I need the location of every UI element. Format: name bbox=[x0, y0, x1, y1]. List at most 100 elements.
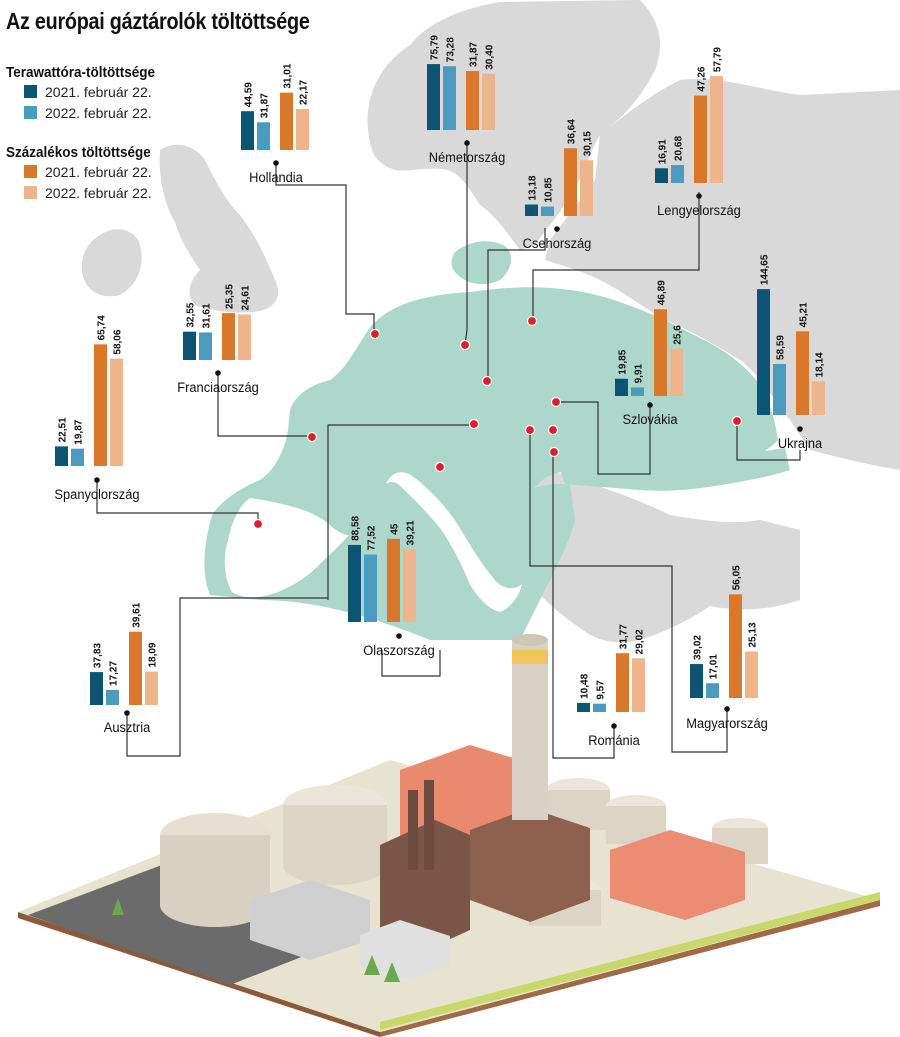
value-label-ukrajna-pct-2021: 45,21 bbox=[799, 302, 810, 327]
label-dot-magyarorszag bbox=[724, 706, 730, 712]
leader-line-szlovakia bbox=[557, 401, 651, 475]
label-dot-lengyelorszag bbox=[696, 193, 702, 199]
country-label-nemetorszag: Németország bbox=[429, 150, 506, 166]
legend-item-pct-2022: 2022. február 22. bbox=[24, 182, 167, 203]
value-label-lengyelorszag-twh-2022: 20,68 bbox=[674, 136, 685, 161]
bar-group-romania: 10,48 9,57 31,77 29,02 Románia bbox=[577, 624, 646, 748]
value-label-nemetorszag-twh-2022: 73,28 bbox=[446, 37, 457, 62]
bar-hollandia-twh-2021 bbox=[241, 111, 254, 150]
value-label-ausztria-pct-2022: 18,09 bbox=[148, 642, 159, 667]
marker-szlovakia bbox=[550, 396, 562, 408]
country-label-magyarorszag: Magyarország bbox=[686, 716, 768, 732]
bar-group-ausztria: 37,83 17,27 39,61 18,09 Ausztria bbox=[90, 602, 159, 735]
legend-pct-heading: Százalékos töltöttsége bbox=[6, 144, 151, 161]
bar-franciaorszag-pct-2021 bbox=[222, 313, 235, 360]
country-label-spanyolorszag: Spanyolország bbox=[54, 487, 139, 503]
bar-magyarorszag-twh-2021 bbox=[690, 664, 703, 698]
bar-romania-pct-2022 bbox=[632, 658, 645, 712]
bar-group-hollandia: 44,59 31,87 31,01 22,17 Hollandia bbox=[241, 63, 310, 185]
value-label-ausztria-twh-2022: 17,27 bbox=[109, 661, 120, 686]
country-label-olaszorszag: Olaszország bbox=[363, 643, 435, 659]
country-label-lengyelorszag: Lengyelország bbox=[657, 203, 741, 219]
bar-group-csehorszag: 13,18 10,85 36,64 30,15 Csehország bbox=[523, 119, 594, 251]
bar-lengyelorszag-pct-2021 bbox=[694, 95, 707, 183]
legend-swatch-pct-2021 bbox=[24, 165, 37, 178]
value-label-lengyelorszag-pct-2021: 47,26 bbox=[697, 66, 708, 91]
bar-olaszorszag-twh-2021 bbox=[348, 544, 361, 622]
bar-group-olaszorszag: 88,58 77,52 45 39,21 Olaszország bbox=[348, 515, 435, 658]
bar-lengyelorszag-twh-2022 bbox=[671, 165, 684, 183]
value-label-spanyolorszag-pct-2021: 65,74 bbox=[97, 315, 108, 340]
marker-ausztria bbox=[524, 424, 536, 436]
marker-franciaorszag bbox=[306, 431, 318, 443]
bar-ukrajna-pct-2021 bbox=[796, 331, 809, 415]
value-label-szlovakia-twh-2022: 9,91 bbox=[634, 363, 645, 383]
bar-romania-pct-2021 bbox=[616, 653, 629, 712]
bar-group-magyarorszag: 39,02 17,01 56,05 25,13 Magyarország bbox=[686, 565, 768, 731]
value-label-ukrajna-twh-2022: 58,59 bbox=[776, 335, 787, 360]
bar-romania-twh-2021 bbox=[577, 702, 590, 712]
value-label-szlovakia-pct-2021: 46,89 bbox=[657, 280, 668, 305]
country-label-hollandia: Hollandia bbox=[249, 170, 303, 186]
value-label-magyarorszag-twh-2021: 39,02 bbox=[693, 635, 704, 660]
marker-csehorszag bbox=[481, 375, 493, 387]
bar-spanyolorszag-pct-2022 bbox=[110, 358, 123, 466]
value-label-hollandia-pct-2021: 31,01 bbox=[283, 63, 294, 88]
legend-swatch-twh-2022 bbox=[24, 106, 37, 119]
value-label-franciaorszag-pct-2021: 25,35 bbox=[225, 284, 236, 309]
value-label-olaszorszag-twh-2021: 88,58 bbox=[351, 515, 362, 540]
country-label-franciaorszag: Franciaország bbox=[177, 380, 259, 396]
legend-pct: Százalékos töltöttsége 2021. február 22.… bbox=[6, 144, 167, 203]
value-label-olaszorszag-pct-2022: 39,21 bbox=[406, 520, 417, 545]
legend-item-twh-2022: 2022. február 22. bbox=[24, 102, 172, 123]
bar-spanyolorszag-pct-2021 bbox=[94, 344, 107, 466]
chart-title: Az európai gáztárolók töltöttsége bbox=[6, 8, 310, 34]
value-label-romania-twh-2022: 9,57 bbox=[596, 680, 607, 700]
northeast-shape bbox=[545, 78, 900, 470]
bar-szlovakia-twh-2021 bbox=[615, 378, 628, 396]
gas-plant-illustration bbox=[18, 634, 880, 1037]
value-label-franciaorszag-twh-2021: 32,55 bbox=[186, 302, 197, 327]
legend-label-twh-2022: 2022. február 22. bbox=[45, 104, 152, 121]
marker-lengyelorszag bbox=[526, 315, 538, 327]
value-label-spanyolorszag-twh-2021: 22,51 bbox=[58, 417, 69, 442]
value-label-olaszorszag-twh-2022: 77,52 bbox=[367, 525, 378, 550]
leader-line-lengyelorszag bbox=[532, 192, 700, 320]
label-dot-hollandia bbox=[273, 160, 279, 166]
value-label-lengyelorszag-pct-2022: 57,79 bbox=[713, 47, 724, 72]
label-dot-nemetorszag bbox=[464, 140, 470, 146]
leader-line-ukrajna bbox=[736, 422, 801, 461]
value-label-csehorszag-twh-2022: 10,85 bbox=[544, 177, 555, 202]
value-label-romania-pct-2022: 29,02 bbox=[635, 629, 646, 654]
label-dot-szlovakia bbox=[647, 402, 653, 408]
bar-franciaorszag-pct-2022 bbox=[238, 314, 251, 360]
bar-spanyolorszag-twh-2022 bbox=[71, 448, 84, 466]
marker-spanyolorszag bbox=[252, 518, 264, 530]
value-label-szlovakia-twh-2021: 19,85 bbox=[618, 349, 629, 374]
plant-grass-edge bbox=[380, 892, 880, 1030]
bar-hollandia-twh-2022 bbox=[257, 122, 270, 150]
marker-extra-1 bbox=[468, 418, 480, 430]
value-label-hollandia-pct-2022: 22,17 bbox=[299, 80, 310, 105]
bar-lengyelorszag-twh-2021 bbox=[655, 168, 668, 183]
bar-hollandia-pct-2022 bbox=[296, 108, 309, 150]
bar-olaszorszag-pct-2022 bbox=[403, 549, 416, 622]
value-label-spanyolorszag-pct-2022: 58,06 bbox=[113, 329, 124, 354]
value-label-nemetorszag-pct-2021: 31,87 bbox=[469, 42, 480, 67]
scandinavia-shape bbox=[367, 0, 660, 250]
leader-line-hollandia bbox=[275, 162, 375, 333]
value-label-ausztria-twh-2021: 37,83 bbox=[93, 643, 104, 668]
label-dot-franciaorszag bbox=[215, 370, 221, 376]
ireland-shape bbox=[81, 229, 142, 297]
bar-olaszorszag-pct-2021 bbox=[387, 538, 400, 622]
marker-romania bbox=[548, 446, 560, 458]
country-label-szlovakia: Szlovákia bbox=[622, 412, 678, 428]
bar-hollandia-pct-2021 bbox=[280, 92, 293, 150]
plant-chimney bbox=[408, 634, 548, 870]
bar-nemetorszag-twh-2021 bbox=[427, 64, 440, 130]
value-label-nemetorszag-twh-2021: 75,79 bbox=[430, 35, 441, 60]
value-label-franciaorszag-twh-2022: 31,61 bbox=[202, 303, 213, 328]
bar-csehorszag-pct-2021 bbox=[564, 148, 577, 216]
bar-romania-twh-2022 bbox=[593, 703, 606, 712]
